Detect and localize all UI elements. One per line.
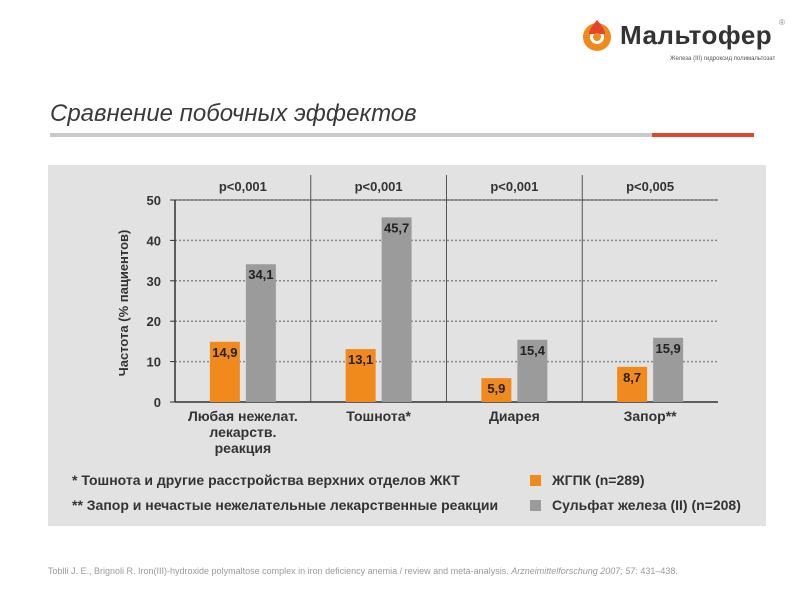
legend-swatch-gray (530, 500, 541, 511)
bar-value-label: 8,7 (623, 370, 641, 385)
chart-panel: 0 10 20 30 40 50 Частота (% пациентов) p<0,001 p… (48, 165, 766, 526)
bar-value-label: 15,4 (520, 343, 546, 358)
citation-text: Toblli J. E., Brignoli R. Iron(III)-hydr… (48, 566, 509, 576)
x-category-label: Любая нежелат. (188, 408, 298, 424)
footnote-constipation: ** Запор и нечастые нежелательные лекарс… (72, 497, 499, 513)
p-value-label: p<0,001 (219, 179, 267, 194)
p-value-label: p<0,001 (490, 179, 538, 194)
brand-tagline: Железа (III) гидроксид полимальтозат (670, 56, 776, 62)
y-axis-label: Частота (% пациентов) (116, 230, 131, 377)
legend-label: Сульфат железа (II) (n=208) (552, 497, 741, 513)
x-category-label: Тошнота* (346, 408, 411, 424)
p-value-label: p<0,005 (626, 179, 674, 194)
y-tick-label: 10 (147, 355, 161, 370)
brand-logo: Мальтофер ® Железа (III) гидроксид полим… (578, 14, 788, 64)
bar-igpk (617, 366, 648, 402)
bar-ferrous-sulfate (381, 217, 412, 402)
bar-value-label: 34,1 (248, 267, 273, 282)
brand-name: Мальтофер (620, 20, 773, 50)
legend-swatch-orange (530, 475, 541, 486)
y-tick-label: 0 (154, 395, 161, 410)
bar-chart: 0 10 20 30 40 50 Частота (% пациентов) p<0,001 p… (116, 175, 718, 456)
p-value-label: p<0,001 (355, 179, 403, 194)
brand-registered-mark: ® (779, 18, 785, 27)
legend-label: ЖГПК (n=289) (552, 472, 645, 488)
bar-ferrous-sulfate (653, 337, 684, 402)
citation-pages: 431–438. (640, 566, 678, 576)
bar-value-label: 14,9 (212, 345, 237, 360)
footnote-nausea: * Тошнота и другие расстройства верхних … (72, 472, 460, 488)
bar-value-label: 15,9 (655, 341, 680, 356)
citation: Toblli J. E., Brignoli R. Iron(III)-hydr… (48, 565, 738, 578)
bar-value-label: 13,1 (348, 352, 373, 367)
bar-ferrous-sulfate (245, 264, 276, 402)
x-category-label: Диарея (489, 408, 540, 424)
bar-igpk (345, 349, 376, 402)
bar-value-label: 5,9 (487, 381, 505, 396)
bar-ferrous-sulfate (517, 339, 548, 402)
title-divider-accent (652, 133, 754, 137)
y-tick-label: 40 (147, 233, 161, 248)
title-divider (50, 133, 652, 137)
x-category-label: реакция (215, 440, 272, 456)
brand-drop-icon (583, 20, 611, 51)
y-tick-label: 50 (147, 193, 161, 208)
y-tick-label: 20 (147, 314, 161, 329)
x-category-label: лекарств. (209, 424, 276, 440)
bar-igpk (209, 341, 240, 402)
bar-value-label: 45,7 (384, 220, 409, 235)
page-title: Сравнение побочных эффектов (50, 100, 417, 127)
citation-journal: Arzneimittelforschung 2007; 57: (511, 566, 638, 576)
x-category-label: Запор** (624, 408, 678, 424)
y-tick-label: 30 (147, 274, 161, 289)
bar-igpk (481, 378, 512, 402)
